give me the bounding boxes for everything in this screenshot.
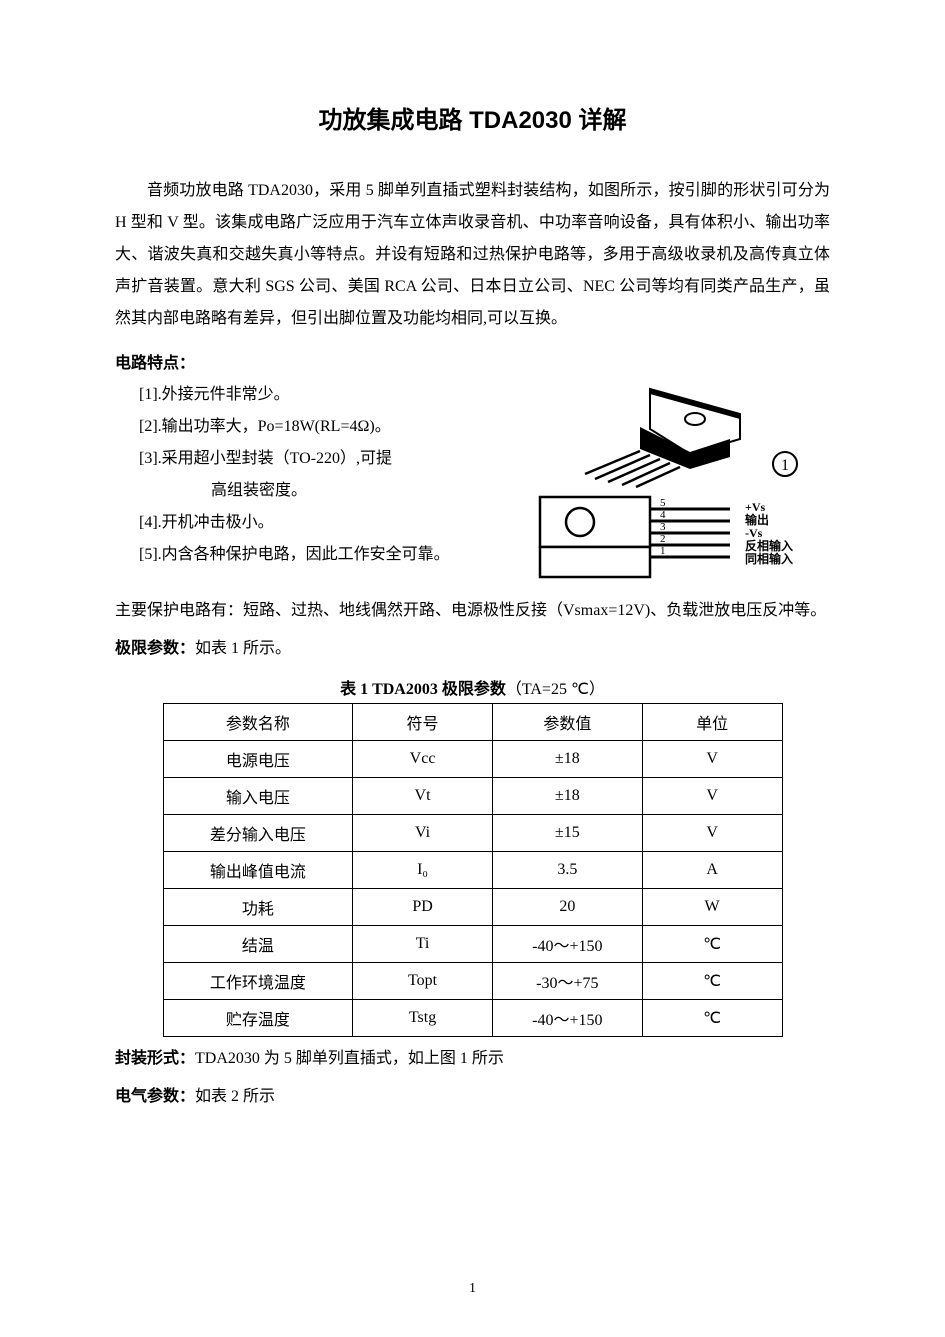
table-cell: I₀ bbox=[353, 852, 493, 889]
table-cell: -40～+150 bbox=[492, 1000, 642, 1037]
feature-item: [2].输出功率大，Po=18W(RL=4Ω)。 bbox=[139, 411, 520, 443]
table-cell: ±18 bbox=[492, 778, 642, 815]
th: 参数值 bbox=[492, 704, 642, 741]
table1-caption: 表 1 TDA2003 极限参数（TA=25 ℃） bbox=[115, 675, 830, 699]
table-cell: Vi bbox=[353, 815, 493, 852]
pkg-tail: TDA2030 为 5 脚单列直插式，如上图 1 所示 bbox=[195, 1050, 504, 1067]
feature-index: [4]. bbox=[139, 514, 162, 531]
table-cell: 20 bbox=[492, 889, 642, 926]
pin-num-3: 3 bbox=[660, 521, 666, 533]
th: 单位 bbox=[642, 704, 782, 741]
table-cell: 3.5 bbox=[492, 852, 642, 889]
table-row: 贮存温度Tstg-40～+150℃ bbox=[163, 1000, 782, 1037]
feature-index: [3]. bbox=[139, 450, 162, 467]
features-list: [1].外接元件非常少。 [2].输出功率大，Po=18W(RL=4Ω)。 [3… bbox=[115, 379, 520, 571]
pin-label-2: 反相输入 bbox=[745, 538, 793, 553]
table-cell: -30～+75 bbox=[492, 963, 642, 1000]
package-iso-icon: 1 bbox=[530, 379, 820, 489]
table-cell: Vt bbox=[353, 778, 493, 815]
limit-tail: 如表 1 所示。 bbox=[195, 640, 291, 657]
table-cell: Topt bbox=[353, 963, 493, 1000]
table-cell: 差分输入电压 bbox=[163, 815, 353, 852]
table-cell: V bbox=[642, 815, 782, 852]
limit-params-line: 极限参数：如表 1 所示。 bbox=[115, 633, 830, 665]
features-heading: 电路特点： bbox=[115, 349, 830, 373]
pinout-icon: 5 4 3 2 1 +Vs 输出 -Vs 反相输入 同相输入 bbox=[530, 489, 820, 589]
feature-item: [1].外接元件非常少。 bbox=[139, 379, 520, 411]
pin-num-2: 2 bbox=[660, 533, 666, 545]
table-cell: 输入电压 bbox=[163, 778, 353, 815]
package-form-line: 封装形式：TDA2030 为 5 脚单列直插式，如上图 1 所示 bbox=[115, 1043, 830, 1075]
table-cell: ℃ bbox=[642, 1000, 782, 1037]
table-cell: 输出峰值电流 bbox=[163, 852, 353, 889]
feature-index: [1]. bbox=[139, 386, 162, 403]
limit-params-table: 参数名称 符号 参数值 单位 电源电压Vcc±18V输入电压Vt±18V差分输入… bbox=[163, 703, 783, 1037]
table-cell: W bbox=[642, 889, 782, 926]
pin-label-4: 输出 bbox=[745, 512, 769, 527]
feature-item: [4].开机冲击极小。 bbox=[139, 507, 520, 539]
table-row: 工作环境温度Topt-30～+75℃ bbox=[163, 963, 782, 1000]
elec-params-line: 电气参数：如表 2 所示 bbox=[115, 1081, 830, 1113]
table1-caption-tail: （TA=25 ℃） bbox=[506, 681, 605, 698]
table-row: 电源电压Vcc±18V bbox=[163, 741, 782, 778]
th: 符号 bbox=[353, 704, 493, 741]
table-cell: 电源电压 bbox=[163, 741, 353, 778]
page: 功放集成电路 TDA2030 详解 音频功放电路 TDA2030，采用 5 脚单… bbox=[0, 0, 945, 1337]
table-cell: V bbox=[642, 778, 782, 815]
table-cell: 贮存温度 bbox=[163, 1000, 353, 1037]
feature-item: [3].采用超小型封装（TO-220）,可提 高组装密度。 bbox=[139, 443, 520, 507]
intro-paragraph: 音频功放电路 TDA2030，采用 5 脚单列直插式塑料封装结构，如图所示，按引… bbox=[115, 175, 830, 335]
pin-num-1: 1 bbox=[660, 545, 666, 557]
package-diagram: 1 5 4 3 2 1 +V bbox=[520, 379, 830, 589]
elec-heading: 电气参数： bbox=[115, 1088, 195, 1105]
feature-item: [5].内含各种保护电路，因此工作安全可靠。 bbox=[139, 539, 520, 571]
table-cell: 结温 bbox=[163, 926, 353, 963]
pkg-heading: 封装形式： bbox=[115, 1050, 195, 1067]
feature-text: 输出功率大，Po=18W(RL=4Ω)。 bbox=[162, 418, 391, 435]
table-cell: ℃ bbox=[642, 963, 782, 1000]
table-cell: V bbox=[642, 741, 782, 778]
feature-text: 采用超小型封装（TO-220）,可提 bbox=[162, 450, 392, 467]
table-row: 输入电压Vt±18V bbox=[163, 778, 782, 815]
feature-text: 开机冲击极小。 bbox=[162, 514, 274, 531]
table-cell: Ti bbox=[353, 926, 493, 963]
table-cell: Vcc bbox=[353, 741, 493, 778]
table-cell: ±18 bbox=[492, 741, 642, 778]
table-header-row: 参数名称 符号 参数值 单位 bbox=[163, 704, 782, 741]
table-row: 输出峰值电流I₀3.5A bbox=[163, 852, 782, 889]
table-row: 功耗PD20W bbox=[163, 889, 782, 926]
feature-index: [2]. bbox=[139, 418, 162, 435]
table-cell: 功耗 bbox=[163, 889, 353, 926]
protection-paragraph: 主要保护电路有：短路、过热、地线偶然开路、电源极性反接（Vsmax=12V)、负… bbox=[115, 595, 830, 627]
feature-text: 内含各种保护电路，因此工作安全可靠。 bbox=[162, 546, 450, 563]
feature-index: [5]. bbox=[139, 546, 162, 563]
table-cell: A bbox=[642, 852, 782, 889]
circled-one: 1 bbox=[781, 457, 789, 474]
th: 参数名称 bbox=[163, 704, 353, 741]
table-row: 结温Ti-40～+150℃ bbox=[163, 926, 782, 963]
table-cell: Tstg bbox=[353, 1000, 493, 1037]
feature-text: 外接元件非常少。 bbox=[162, 386, 290, 403]
pin-label-5: +Vs bbox=[745, 500, 766, 514]
table-cell: -40～+150 bbox=[492, 926, 642, 963]
table-cell: 工作环境温度 bbox=[163, 963, 353, 1000]
limit-heading: 极限参数： bbox=[115, 640, 195, 657]
table-row: 差分输入电压Vi±15V bbox=[163, 815, 782, 852]
table-cell: ℃ bbox=[642, 926, 782, 963]
table1-caption-bold: 表 1 TDA2003 极限参数 bbox=[340, 681, 506, 698]
page-title: 功放集成电路 TDA2030 详解 bbox=[115, 100, 830, 135]
table-cell: ±15 bbox=[492, 815, 642, 852]
page-number: 1 bbox=[0, 1281, 945, 1297]
pin-num-5: 5 bbox=[660, 497, 666, 509]
table-cell: PD bbox=[353, 889, 493, 926]
table-body: 电源电压Vcc±18V输入电压Vt±18V差分输入电压Vi±15V输出峰值电流I… bbox=[163, 741, 782, 1037]
pin-num-4: 4 bbox=[660, 509, 666, 521]
pin-label-3: -Vs bbox=[745, 526, 763, 540]
pin-label-1: 同相输入 bbox=[745, 551, 793, 566]
feature-text-cont: 高组装密度。 bbox=[163, 475, 520, 507]
features-row: [1].外接元件非常少。 [2].输出功率大，Po=18W(RL=4Ω)。 [3… bbox=[115, 379, 830, 589]
elec-tail: 如表 2 所示 bbox=[195, 1088, 275, 1105]
